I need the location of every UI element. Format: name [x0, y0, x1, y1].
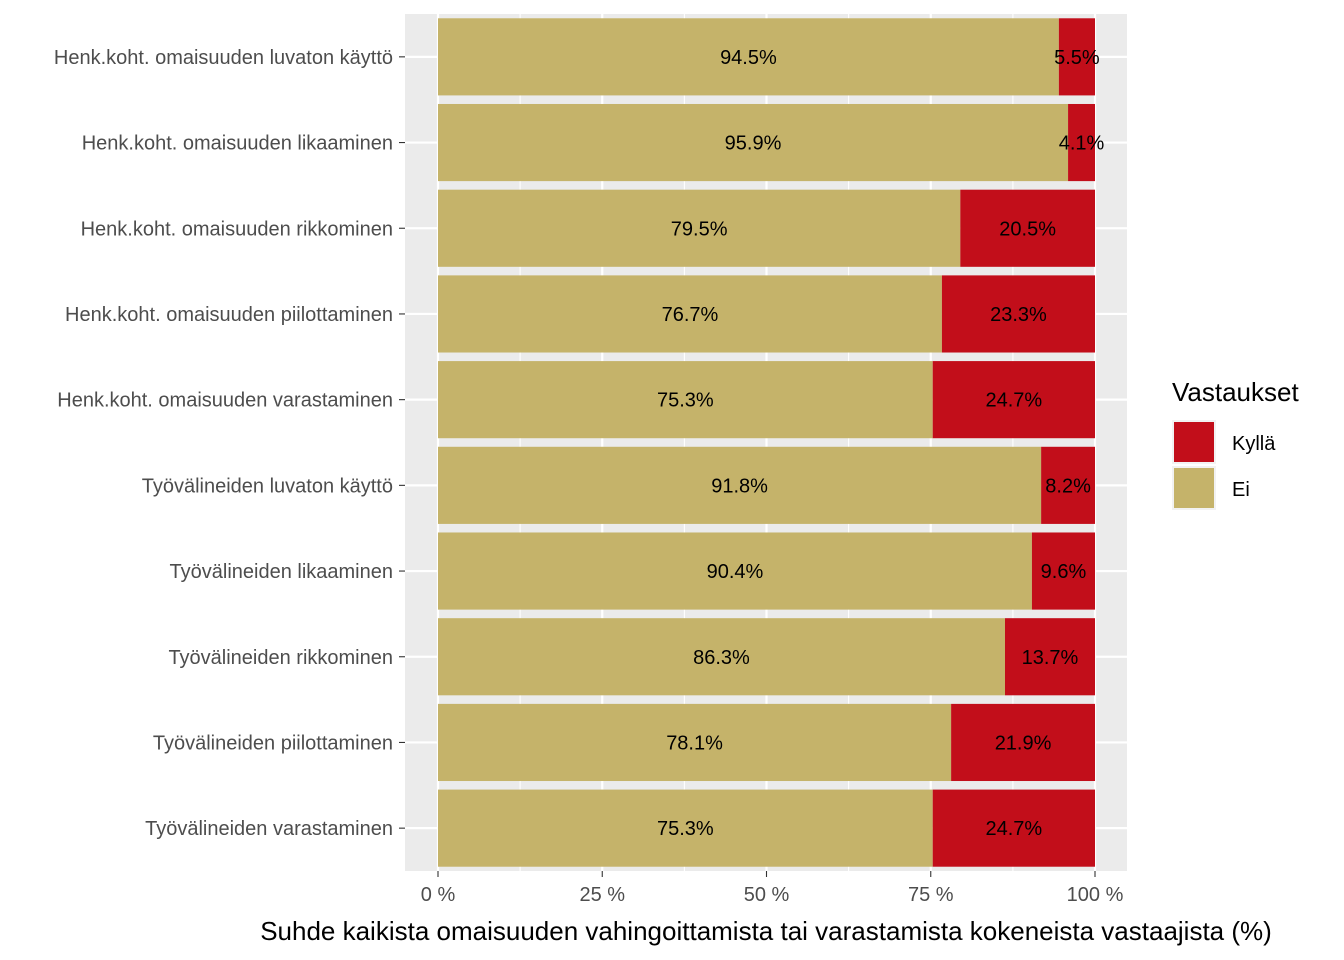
- bar-segment-kyllä: [1004, 618, 1095, 696]
- x-tick-label: 0 %: [421, 884, 456, 906]
- x-tick-label: 50 %: [744, 884, 790, 906]
- bar-segment-kyllä: [932, 789, 1095, 867]
- bar-value-label: 24.7%: [986, 390, 1043, 412]
- category-label: Työvälineiden varastaminen: [145, 818, 393, 840]
- category-label: Henk.koht. omaisuuden rikkominen: [81, 218, 393, 240]
- bar-segment-ei: [438, 361, 933, 439]
- bar-value-label: 4.1%: [1059, 133, 1105, 155]
- legend-swatch-ei: [1174, 468, 1214, 508]
- bar-value-label: 86.3%: [693, 647, 750, 669]
- bar-segment-kyllä: [951, 703, 1095, 782]
- bar-segment-kyllä: [941, 275, 1095, 353]
- bar-value-label: 13.7%: [1022, 647, 1079, 669]
- legend-label: Ei: [1232, 479, 1250, 501]
- category-label: Työvälineiden piilottaminen: [153, 732, 393, 754]
- bar-value-label: 21.9%: [995, 732, 1052, 754]
- category-label: Henk.koht. omaisuuden likaaminen: [82, 133, 393, 155]
- bar-value-label: 91.8%: [711, 475, 768, 497]
- bar-value-label: 95.9%: [725, 133, 782, 155]
- bar-segment-kyllä: [1041, 446, 1095, 524]
- bar-value-label: 75.3%: [657, 390, 714, 412]
- x-axis-title: Suhde kaikista omaisuuden vahingoittamis…: [260, 916, 1272, 946]
- bar-labels: 94.5% 5.5% 95.9% 4.1% 79.5% 20.5% 76.7% 23.3% 75…: [657, 47, 1105, 840]
- category-label: Työvälineiden luvaton käyttö: [142, 475, 393, 497]
- x-tick-label: 75 %: [908, 884, 954, 906]
- bar-segment-ei: [438, 703, 952, 782]
- category-axis: Henk.koht. omaisuuden luvaton käyttö Henk…: [54, 47, 405, 840]
- legend-swatch-kyllä: [1174, 422, 1214, 462]
- bar-segment-kyllä: [932, 361, 1095, 439]
- category-label: Työvälineiden likaaminen: [170, 561, 393, 583]
- bar-segment-ei: [438, 446, 1042, 524]
- category-label: Työvälineiden rikkominen: [168, 647, 393, 669]
- bar-value-label: 78.1%: [666, 732, 723, 754]
- bar-segment-kyllä: [1058, 18, 1095, 96]
- bar-segment-ei: [438, 618, 1005, 696]
- x-tick-label: 25 %: [579, 884, 625, 906]
- bar-value-label: 9.6%: [1041, 561, 1087, 583]
- bar-segment-kyllä: [1031, 532, 1095, 610]
- bar-segment-kyllä: [1068, 103, 1095, 182]
- x-tick-label: 100 %: [1067, 884, 1124, 906]
- bar-segment-ei: [438, 103, 1069, 182]
- bar-segment-ei: [438, 189, 961, 267]
- bar-value-label: 76.7%: [662, 304, 719, 326]
- bar-value-label: 75.3%: [657, 818, 714, 840]
- bar-value-label: 79.5%: [671, 218, 728, 240]
- bar-value-label: 94.5%: [720, 47, 777, 69]
- value-axis: 0 % 25 % 50 % 75 % 100 %: [421, 871, 1124, 906]
- category-label: Henk.koht. omaisuuden piilottaminen: [65, 304, 393, 326]
- bar-segment-ei: [438, 789, 933, 867]
- category-label: Henk.koht. omaisuuden luvaton käyttö: [54, 47, 393, 69]
- bar-value-label: 8.2%: [1045, 475, 1091, 497]
- bar-segment-ei: [438, 18, 1059, 96]
- bar-value-label: 24.7%: [986, 818, 1043, 840]
- legend: Vastaukset Kyllä Ei: [1172, 377, 1299, 510]
- bars: [438, 18, 1095, 867]
- bar-segment-ei: [438, 532, 1032, 610]
- bar-value-label: 23.3%: [990, 304, 1047, 326]
- bar-value-label: 90.4%: [707, 561, 764, 583]
- category-label: Henk.koht. omaisuuden varastaminen: [57, 390, 393, 412]
- bar-value-label: 20.5%: [999, 218, 1056, 240]
- bar-segment-kyllä: [960, 189, 1095, 267]
- bar-value-label: 5.5%: [1054, 47, 1100, 69]
- legend-label: Kyllä: [1232, 433, 1276, 455]
- legend-title: Vastaukset: [1172, 377, 1299, 407]
- bar-segment-ei: [438, 275, 942, 353]
